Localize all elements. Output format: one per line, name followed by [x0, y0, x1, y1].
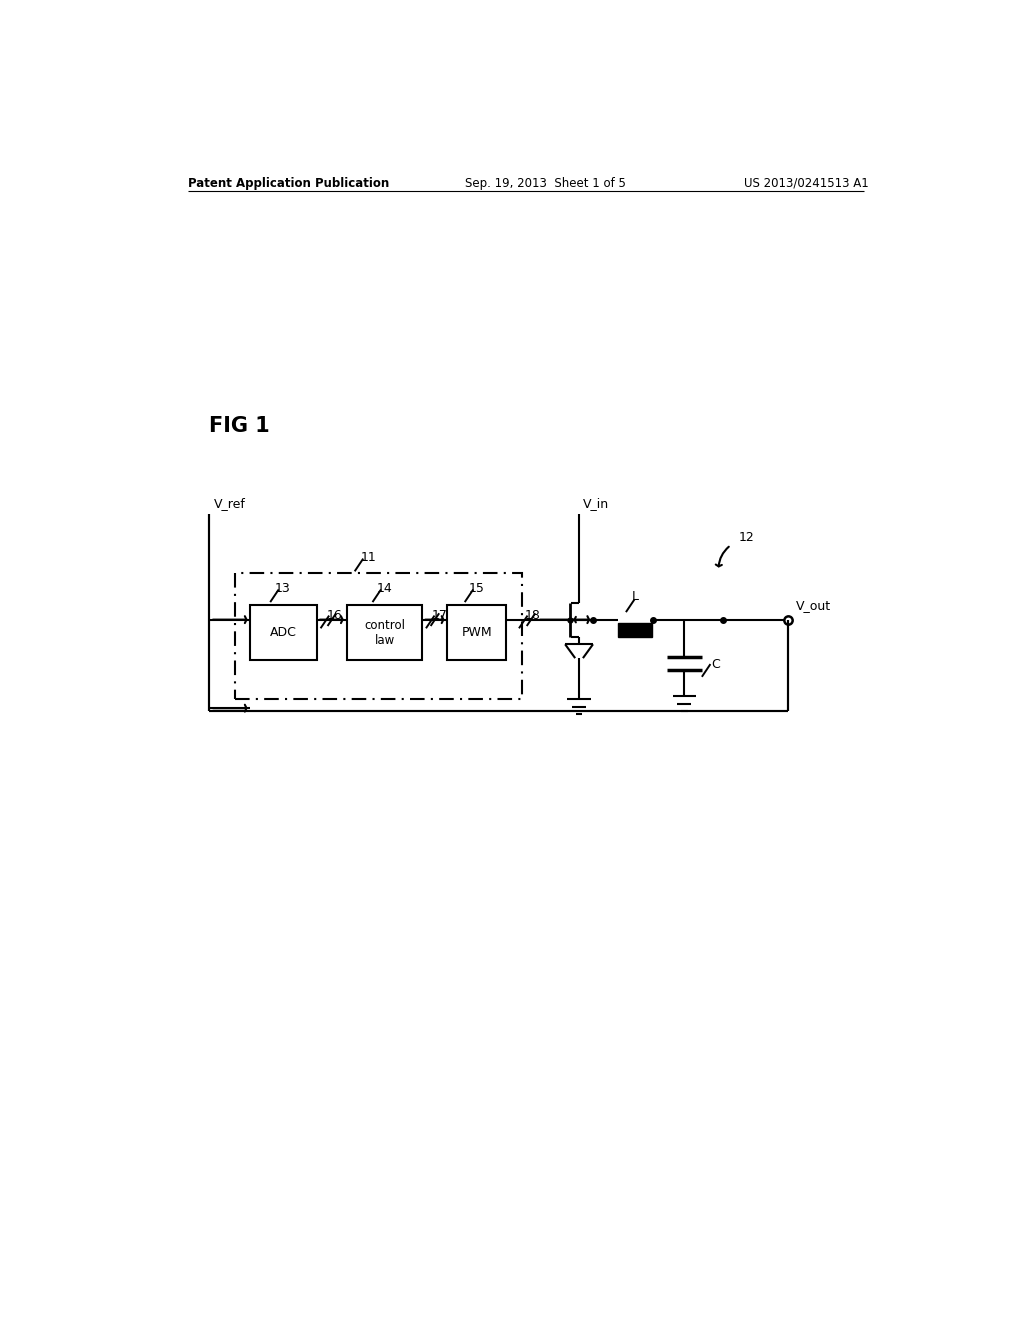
Text: 12: 12 [738, 531, 755, 544]
Text: Patent Application Publication: Patent Application Publication [188, 177, 390, 190]
Text: ADC: ADC [270, 626, 297, 639]
Text: 13: 13 [274, 582, 290, 594]
Text: L: L [632, 590, 638, 603]
Text: 15: 15 [469, 582, 484, 594]
Bar [251, 605, 317, 660]
Bar [234, 573, 521, 700]
Bar [447, 605, 506, 660]
Text: PWM: PWM [462, 626, 493, 639]
Text: V_out: V_out [796, 599, 831, 612]
Text: 16: 16 [327, 609, 342, 622]
Text: Sep. 19, 2013  Sheet 1 of 5: Sep. 19, 2013 Sheet 1 of 5 [465, 177, 626, 190]
Text: 14: 14 [377, 582, 392, 594]
Text: FIG 1: FIG 1 [209, 416, 270, 437]
Text: C: C [711, 657, 720, 671]
Text: 17: 17 [431, 609, 447, 622]
Text: control
law: control law [364, 619, 406, 647]
Text: 18: 18 [524, 609, 541, 622]
Text: V_ref: V_ref [214, 496, 246, 510]
Bar [346, 605, 423, 660]
Text: 11: 11 [360, 550, 376, 564]
Text: V_in: V_in [583, 496, 609, 510]
Text: US 2013/0241513 A1: US 2013/0241513 A1 [744, 177, 869, 190]
Bar [617, 623, 652, 636]
